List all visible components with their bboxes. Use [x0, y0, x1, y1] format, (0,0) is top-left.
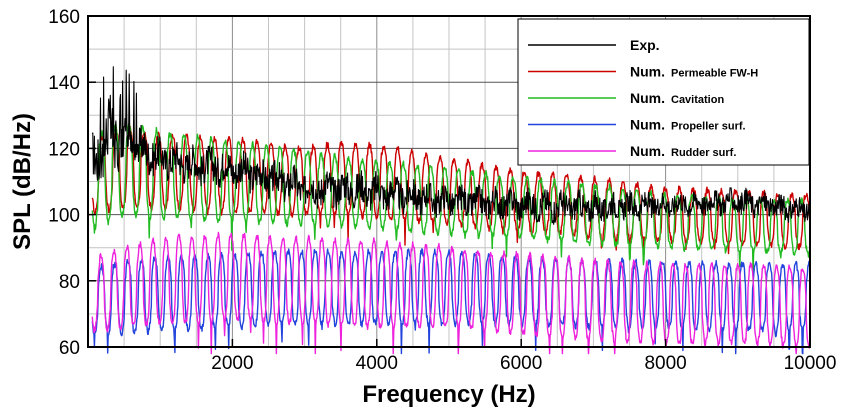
legend-label: Num. Cavitation	[630, 90, 724, 106]
plot-frame	[87, 15, 811, 348]
series-line-0	[91, 66, 811, 225]
y-tick-label: 160	[48, 7, 80, 28]
legend: Exp. Num. Permeable FW-H Num. Cavitation Num.…	[517, 18, 810, 166]
legend-label: Exp.	[630, 37, 660, 53]
y-tick-label: 80	[59, 272, 80, 293]
x-tick-label: 10000	[784, 353, 837, 374]
x-tick-label: 2000	[211, 353, 253, 374]
plot-area	[91, 66, 811, 355]
x-tick-label: 8000	[644, 353, 686, 374]
legend-label: Num. Rudder surf.	[630, 143, 736, 159]
legend-label: Num. Propeller surf.	[630, 117, 746, 133]
series-line-2	[91, 122, 811, 274]
y-axis-title: SPL (dB/Hz)	[9, 113, 36, 250]
x-axis-title: Frequency (Hz)	[362, 381, 535, 408]
series-line-4	[91, 231, 811, 355]
x-tick-label: 4000	[356, 353, 398, 374]
series-line-3	[91, 248, 811, 355]
y-tick-label: 140	[48, 73, 80, 94]
legend-box	[517, 18, 810, 166]
y-tick-label: 100	[48, 206, 80, 227]
legend-label: Num. Permeable FW-H	[630, 64, 758, 80]
axis-ticks: 2000 4000 6000 8000 10000 60 80 100 120 140 160	[48, 7, 836, 374]
y-tick-label: 120	[48, 139, 80, 160]
y-tick-label: 60	[59, 338, 80, 359]
x-tick-label: 6000	[500, 353, 542, 374]
